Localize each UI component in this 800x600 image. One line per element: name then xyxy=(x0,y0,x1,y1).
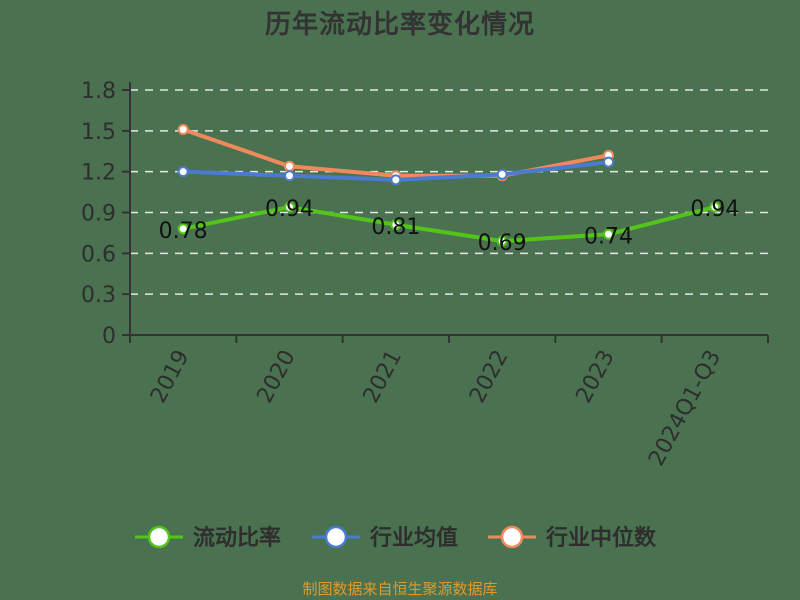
legend-item-label[interactable]: 行业中位数 xyxy=(545,525,657,551)
chart-title: 历年流动比率变化情况 xyxy=(264,10,535,40)
data-point-marker xyxy=(603,228,614,240)
legend-item-label[interactable]: 行业均值 xyxy=(369,525,458,551)
legend-marker xyxy=(147,525,171,549)
x-axis: 2019 2020 2021 2022 2023 2024Q1-Q3 xyxy=(129,334,769,470)
y-tick-label: 0 xyxy=(102,324,116,349)
data-label: 0.81 xyxy=(371,215,420,240)
y-tick-label: 0.6 xyxy=(81,242,116,267)
data-point-marker xyxy=(177,123,189,135)
x-tick-label: 2024Q1-Q3 xyxy=(644,346,726,470)
series-lines xyxy=(177,123,721,247)
data-label: 0.94 xyxy=(265,197,314,222)
grid-lines xyxy=(130,89,768,295)
data-point-marker xyxy=(603,156,614,168)
data-point-marker xyxy=(284,201,295,213)
y-tick-label: 1.2 xyxy=(81,161,116,186)
data-labels: 0.78 0.94 0.81 0.69 0.74 0.94 xyxy=(159,197,740,256)
x-tick-label: 2023 xyxy=(571,346,619,407)
legend: 流动比率 行业均值 行业中位数 xyxy=(135,525,657,551)
y-tick-label: 0.9 xyxy=(81,202,116,227)
legend-item-label[interactable]: 流动比率 xyxy=(193,525,281,551)
data-point-marker xyxy=(496,168,508,180)
series-line xyxy=(182,205,716,244)
legend-marker xyxy=(324,525,348,549)
data-point-marker xyxy=(284,170,295,182)
data-point-marker xyxy=(496,235,508,247)
data-label: 0.94 xyxy=(690,197,739,222)
y-tick-label: 1.5 xyxy=(81,120,116,145)
source-footer: 制图数据来自恒生聚源数据库 xyxy=(302,580,498,598)
y-tick-label: 1.8 xyxy=(81,79,116,104)
data-label: 0.74 xyxy=(584,224,633,249)
data-point-marker xyxy=(390,174,402,186)
data-point-marker xyxy=(709,201,721,213)
legend-marker xyxy=(500,525,524,549)
x-tick-label: 2022 xyxy=(465,346,513,407)
y-axis: 0 0.3 0.6 0.9 1.2 1.5 1.8 xyxy=(81,79,131,349)
data-label: 0.69 xyxy=(478,231,527,256)
data-label: 0.78 xyxy=(159,219,208,244)
x-tick-label: 2020 xyxy=(252,346,300,407)
data-point-marker xyxy=(177,223,189,235)
x-tick-label: 2019 xyxy=(146,346,194,407)
data-point-marker xyxy=(177,166,189,178)
data-point-marker xyxy=(284,160,295,172)
y-tick-label: 0.3 xyxy=(81,283,116,308)
data-point-marker xyxy=(390,219,402,231)
x-tick-label: 2021 xyxy=(359,346,407,407)
